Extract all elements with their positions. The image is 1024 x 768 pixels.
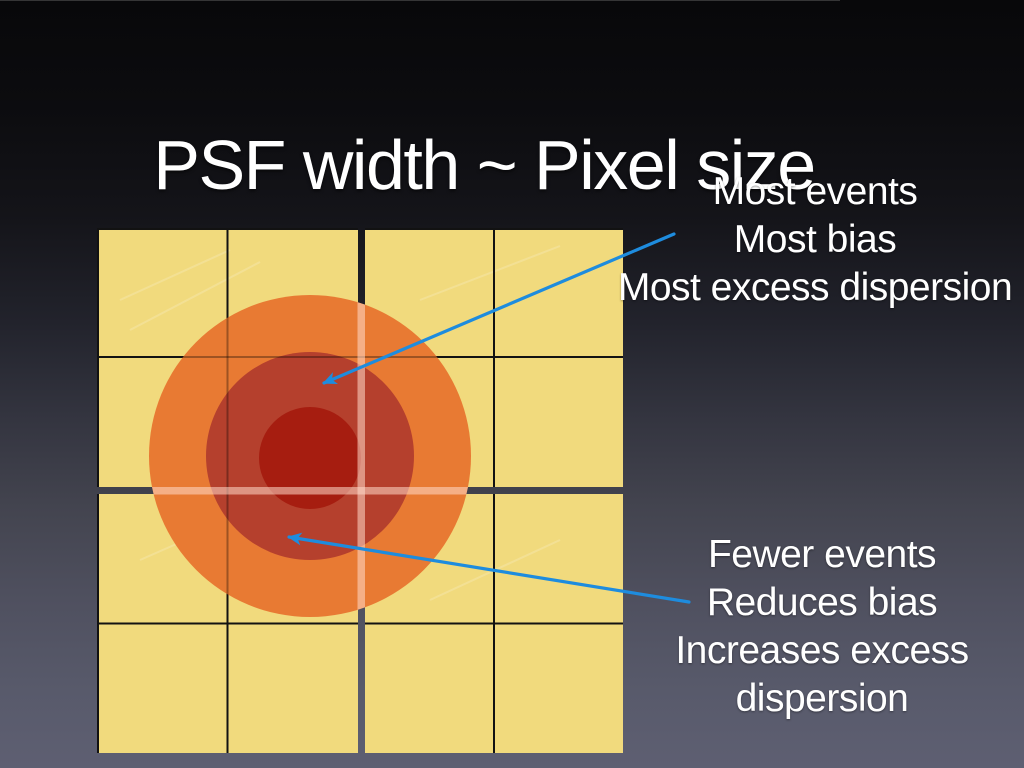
chip-gap-highlight <box>149 295 471 617</box>
annotation-line: Fewer events <box>707 533 937 576</box>
psf-core-circle <box>259 407 361 509</box>
slide-title: PSF width ~ Pixel size <box>153 125 816 204</box>
annotation-line: Reduces bias <box>706 581 938 624</box>
annotation-arrows <box>287 232 691 604</box>
annotation-line: Increases excess <box>675 629 969 672</box>
annotation-psf-center: Most events Most bias Most excess disper… <box>600 168 1024 312</box>
annotation-line: Most bias <box>733 218 897 261</box>
arrow-to-psf-wing <box>287 532 691 604</box>
annotation-line: dispersion <box>735 677 909 720</box>
annotation-line: Most events <box>712 170 918 213</box>
annotation-line: Most excess dispersion <box>617 266 1013 309</box>
annotation-psf-wings: Fewer events Reduces bias Increases exce… <box>610 531 1024 723</box>
arrow-to-psf-center <box>322 232 676 385</box>
